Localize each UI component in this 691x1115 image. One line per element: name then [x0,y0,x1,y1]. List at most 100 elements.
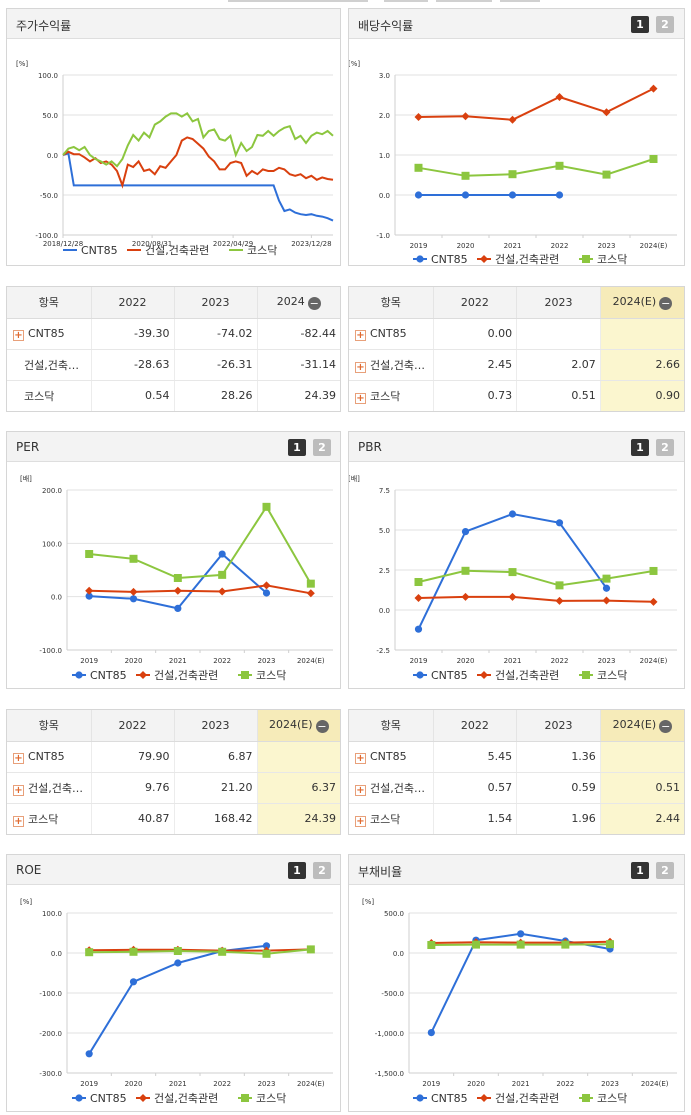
y-tick-label: 500.0 [384,910,404,918]
data-point [241,1094,249,1102]
expand-icon[interactable]: + [355,784,366,796]
data-point [461,112,470,121]
x-tick-label: 2022 [551,657,569,665]
x-tick-label: 2022/04/29 [213,240,253,248]
data-point [218,947,227,956]
x-tick-label: 2020/08/31 [132,240,172,248]
expand-icon[interactable]: + [355,752,366,764]
column-header: 항목 [7,710,91,742]
column-header: 2022 [90,287,174,319]
legend-label: CNT85 [431,669,468,682]
x-tick-label: 2021 [504,242,522,250]
data-point [508,191,517,199]
x-tick-label: 2019 [422,1080,440,1088]
data-point [416,1094,424,1102]
legend-label: CNT85 [431,253,468,266]
x-tick-label: 2024(E) [641,1080,669,1088]
legend-label: 건설,건축관련 [145,244,209,257]
column-header: 2024(E) − [256,710,340,742]
view-1-button[interactable]: 1 [631,439,649,456]
view-2-button[interactable]: 2 [313,862,331,879]
pbr-panel: PBR 1 2 [배] 7.5 5.0 2.5 0.0 -2.5 2019 2020 2021 2… [348,431,685,689]
data-point [649,597,658,606]
column-header: 2022 [90,710,174,742]
data-point [461,171,470,180]
view-1-button[interactable]: 1 [288,439,306,456]
data-point [602,596,611,605]
expand-icon[interactable]: + [13,815,24,827]
stock-return-panel: 주가수익률 [%] 100.0 50.0 0.0 -50.0 -100.0 2018/12/… [6,8,341,266]
collapse-icon[interactable]: − [307,296,321,310]
x-tick-label: 2023 [601,1080,619,1088]
panel-header: PBR 1 2 [349,432,684,462]
data-point [461,528,470,536]
legend-label: CNT85 [81,244,118,257]
collapse-icon[interactable]: − [315,719,329,733]
panel-title: 주가수익률 [16,19,72,33]
y-tick-label: -100.0 [39,990,62,998]
y-tick-label: -50.0 [40,192,58,200]
y-tick-label: -100.0 [39,647,62,655]
data-point [555,519,564,527]
y-tick-label: 100.0 [42,910,62,918]
view-2-button[interactable]: 2 [656,439,674,456]
cell-value: 1.54 [432,803,517,834]
series-line [89,948,311,952]
data-point [262,589,271,597]
data-point [85,592,93,600]
view-2-button[interactable]: 2 [656,862,674,879]
table-row: + CNT85 79.90 6.87 [7,741,340,773]
legend-label: 코스닥 [256,669,286,682]
view-2-button[interactable]: 2 [313,439,331,456]
view-2-button[interactable]: 2 [656,16,674,33]
expand-icon[interactable]: + [355,361,366,373]
x-tick-label: 2020 [457,657,475,665]
data-point [416,255,424,263]
y-tick-label: 0.0 [51,594,62,602]
x-tick-label: 2019 [410,657,428,665]
expand-icon[interactable]: + [355,392,366,404]
table-header-row: 항목 2022 2023 2024(E) − [349,287,684,319]
collapse-icon[interactable]: − [659,296,673,310]
data-point [461,592,470,601]
data-point [414,578,423,586]
series-line [62,136,334,189]
data-point [427,941,436,949]
row-label: + 건설,건축… [7,772,91,804]
view-1-button[interactable]: 1 [631,862,649,879]
expand-icon[interactable]: + [13,752,24,764]
collapse-icon[interactable]: − [659,719,673,733]
expand-icon[interactable]: + [13,784,24,796]
table-row: + CNT85 -39.30 -74.02 -82.44 [7,318,340,350]
table-row: + 코스닥 40.87 168.42 24.39 [7,803,340,834]
y-tick-label: -1.0 [376,232,390,240]
view-1-button[interactable]: 1 [288,862,306,879]
per-panel: PER 1 2 [배] 200.0 100.0 0.0 -100.0 2019 2020 20… [6,431,341,689]
data-point [649,155,658,163]
expand-icon[interactable]: + [355,329,366,341]
column-header: 2023 [173,287,257,319]
data-point [480,671,488,679]
data-point [139,1094,147,1102]
table-header-row: 항목 2022 2023 2024(E) − [7,710,340,742]
view-1-button[interactable]: 1 [631,16,649,33]
data-point [129,978,138,986]
expand-icon[interactable]: + [13,329,24,341]
row-label: 코스닥 [7,380,91,411]
legend-label: CNT85 [90,1092,127,1105]
y-tick-label: 2.5 [379,567,390,575]
cell-value: 24.39 [256,380,340,411]
panel-header: 부채비율 1 2 [349,855,684,885]
data-point [649,566,658,575]
row-label: + CNT85 [349,318,433,350]
data-point [129,554,138,563]
table-row: + 코스닥 1.54 1.96 2.44 [349,803,684,834]
data-point [75,671,83,679]
expand-icon[interactable]: + [355,815,366,827]
table-row: + 건설,건축… 0.57 0.59 0.51 [349,772,684,804]
top-strip [0,0,691,4]
data-point [602,108,611,117]
cell-value: 0.00 [432,318,517,350]
column-header: 2024(E) − [599,710,684,742]
